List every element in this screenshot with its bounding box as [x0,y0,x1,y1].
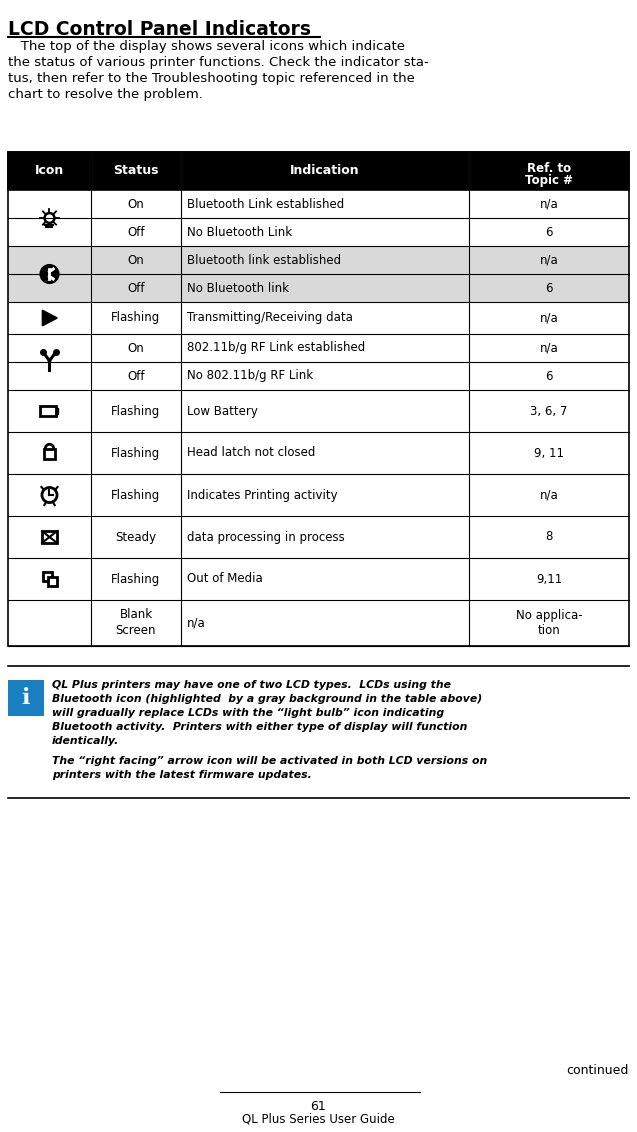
Polygon shape [42,310,57,326]
Text: n/a: n/a [187,617,206,629]
Text: Bluetooth activity.  Printers with either type of display will function: Bluetooth activity. Printers with either… [52,722,468,732]
Text: 61: 61 [311,1100,326,1113]
Text: Topic #: Topic # [525,174,573,187]
Bar [8,302,629,334]
Text: Steady: Steady [115,531,157,543]
Text: tus, then refer to the Troubleshooting topic referenced in the: tus, then refer to the Troubleshooting t… [8,72,415,85]
Bar [8,334,629,362]
Bar [8,218,629,246]
Text: 9, 11: 9, 11 [534,446,564,460]
Text: QL Plus Series User Guide: QL Plus Series User Guide [242,1113,395,1126]
Bar [56,409,58,413]
Text: Off: Off [127,369,145,383]
Bar [8,432,629,474]
Text: tion: tion [538,625,561,637]
Text: No Bluetooth link: No Bluetooth link [187,282,289,294]
Bar [8,680,44,717]
Text: Indicates Printing activity: Indicates Printing activity [187,489,338,501]
Text: 6: 6 [545,282,553,294]
Text: QL Plus printers may have one of two LCD types.  LCDs using the: QL Plus printers may have one of two LCD… [52,680,451,691]
Text: The top of the display shows several icons which indicate: The top of the display shows several ico… [8,40,405,53]
Text: Bluetooth link established: Bluetooth link established [187,254,341,266]
Text: Blank: Blank [119,609,153,621]
Text: 6: 6 [545,369,553,383]
Bar [8,558,629,600]
Text: No Bluetooth Link: No Bluetooth Link [187,225,292,239]
Text: No 802.11b/g RF Link: No 802.11b/g RF Link [187,369,313,383]
Text: Flashing: Flashing [111,489,161,501]
Text: Off: Off [127,282,145,294]
Text: Flashing: Flashing [111,446,161,460]
Text: Status: Status [113,164,159,178]
Text: Ref. to: Ref. to [527,162,571,175]
Text: The “right facing” arrow icon will be activated in both LCD versions on: The “right facing” arrow icon will be ac… [52,756,487,766]
Text: On: On [127,254,145,266]
Text: printers with the latest firmware updates.: printers with the latest firmware update… [52,770,311,780]
Text: 6: 6 [545,225,553,239]
Text: On: On [127,197,145,211]
Text: On: On [127,342,145,354]
Text: data processing in process: data processing in process [187,531,345,543]
Text: Flashing: Flashing [111,404,161,418]
Text: 802.11b/g RF Link established: 802.11b/g RF Link established [187,342,365,354]
Text: Flashing: Flashing [111,573,161,585]
Text: Low Battery: Low Battery [187,404,258,418]
Text: Off: Off [127,225,145,239]
Text: No applica-: No applica- [516,609,582,621]
Text: n/a: n/a [540,342,559,354]
Text: n/a: n/a [540,197,559,211]
Text: Head latch not closed: Head latch not closed [187,446,315,460]
Bar [39,405,56,417]
Bar [8,246,629,274]
Text: Out of Media: Out of Media [187,573,262,585]
Text: 8: 8 [545,531,553,543]
Bar [8,152,629,646]
Text: 9,11: 9,11 [536,573,562,585]
Text: ℹ: ℹ [22,688,30,708]
Text: n/a: n/a [540,489,559,501]
Bar [8,600,629,646]
Text: n/a: n/a [540,311,559,325]
Bar [8,274,629,302]
Text: continued: continued [567,1064,629,1077]
Bar [44,449,55,460]
Text: 3, 6, 7: 3, 6, 7 [531,404,568,418]
Bar [8,391,629,432]
Bar [8,474,629,516]
Text: identically.: identically. [52,736,119,746]
Bar [42,531,57,543]
Bar [8,190,629,218]
Text: will gradually replace LCDs with the “light bulb” icon indicating: will gradually replace LCDs with the “li… [52,708,444,718]
Bar [8,362,629,391]
Text: the status of various printer functions. Check the indicator sta-: the status of various printer functions.… [8,55,429,69]
Bar [8,516,629,558]
Text: Transmitting/Receiving data: Transmitting/Receiving data [187,311,353,325]
Bar [48,577,57,586]
Text: n/a: n/a [540,254,559,266]
Bar [43,572,52,581]
Text: Indication: Indication [290,164,360,178]
Text: Icon: Icon [35,164,64,178]
Text: Bluetooth icon (highlighted  by a gray background in the table above): Bluetooth icon (highlighted by a gray ba… [52,694,482,704]
Text: chart to resolve the problem.: chart to resolve the problem. [8,88,203,101]
Text: LCD Control Panel Indicators: LCD Control Panel Indicators [8,20,311,38]
Text: Screen: Screen [116,625,156,637]
Text: Bluetooth Link established: Bluetooth Link established [187,197,344,211]
Bar [8,152,629,190]
Circle shape [40,265,59,283]
Text: Flashing: Flashing [111,311,161,325]
